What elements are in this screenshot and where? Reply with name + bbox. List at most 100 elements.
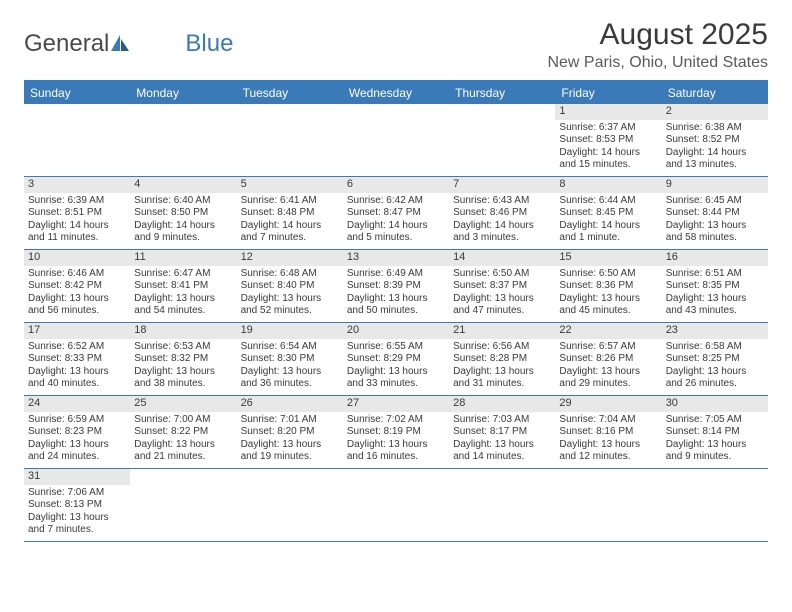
day-cell: 29 Sunrise: 7:04 AMSunset: 8:16 PMDayligh… xyxy=(555,396,661,468)
daylight1-text: Daylight: 13 hours xyxy=(241,439,339,452)
daylight2-text: and 9 minutes. xyxy=(134,232,232,245)
daylight2-text: and 56 minutes. xyxy=(28,305,126,318)
sunset-text: Sunset: 8:50 PM xyxy=(134,207,232,220)
daylight2-text: and 52 minutes. xyxy=(241,305,339,318)
sunset-text: Sunset: 8:23 PM xyxy=(28,426,126,439)
day-cell: 4Sunrise: 6:40 AMSunset: 8:50 PMDaylight… xyxy=(130,177,236,249)
daylight2-text: and 58 minutes. xyxy=(666,232,764,245)
daylight2-text: and 15 minutes. xyxy=(559,159,657,172)
sunset-text: Sunset: 8:36 PM xyxy=(559,280,657,293)
day-cell: 24Sunrise: 6:59 AMSunset: 8:23 PMDayligh… xyxy=(24,396,130,468)
sunrise-text: Sunrise: 7:03 AM xyxy=(453,414,551,427)
sunrise-text: Sunrise: 7:01 AM xyxy=(241,414,339,427)
day-number: 5 xyxy=(237,177,343,193)
day-cell: 16Sunrise: 6:51 AMSunset: 8:35 PMDayligh… xyxy=(662,250,768,322)
day-number: 28 xyxy=(449,396,555,412)
day-cell: 17Sunrise: 6:52 AMSunset: 8:33 PMDayligh… xyxy=(24,323,130,395)
weekday-header: Friday xyxy=(555,82,661,104)
daylight2-text: and 5 minutes. xyxy=(347,232,445,245)
sunrise-text: Sunrise: 6:43 AM xyxy=(453,195,551,208)
day-number: 19 xyxy=(237,323,343,339)
sunrise-text: Sunrise: 6:48 AM xyxy=(241,268,339,281)
daylight1-text: Daylight: 14 hours xyxy=(347,220,445,233)
day-cell: 30Sunrise: 7:05 AMSunset: 8:14 PMDayligh… xyxy=(662,396,768,468)
sunset-text: Sunset: 8:17 PM xyxy=(453,426,551,439)
sunrise-text: Sunrise: 6:59 AM xyxy=(28,414,126,427)
sunset-text: Sunset: 8:51 PM xyxy=(28,207,126,220)
title-block: August 2025 New Paris, Ohio, United Stat… xyxy=(547,18,768,72)
sunset-text: Sunset: 8:48 PM xyxy=(241,207,339,220)
sunrise-text: Sunrise: 6:47 AM xyxy=(134,268,232,281)
daylight1-text: Daylight: 13 hours xyxy=(28,293,126,306)
daylight2-text: and 36 minutes. xyxy=(241,378,339,391)
daylight2-text: and 40 minutes. xyxy=(28,378,126,391)
empty-day-cell xyxy=(130,104,236,176)
logo-text-general: General xyxy=(24,30,109,58)
week-row: 1Sunrise: 6:37 AMSunset: 8:53 PMDaylight… xyxy=(24,104,768,177)
sunrise-text: Sunrise: 6:41 AM xyxy=(241,195,339,208)
sunrise-text: Sunrise: 6:51 AM xyxy=(666,268,764,281)
sunset-text: Sunset: 8:16 PM xyxy=(559,426,657,439)
sunrise-text: Sunrise: 6:57 AM xyxy=(559,341,657,354)
sunrise-text: Sunrise: 6:37 AM xyxy=(559,122,657,135)
day-number: 15 xyxy=(555,250,661,266)
sunrise-text: Sunrise: 7:04 AM xyxy=(559,414,657,427)
empty-day-cell xyxy=(24,104,130,176)
sunset-text: Sunset: 8:33 PM xyxy=(28,353,126,366)
sunrise-text: Sunrise: 7:02 AM xyxy=(347,414,445,427)
day-cell: 25Sunrise: 7:00 AMSunset: 8:22 PMDayligh… xyxy=(130,396,236,468)
sunset-text: Sunset: 8:40 PM xyxy=(241,280,339,293)
empty-day-cell xyxy=(555,469,661,541)
week-row: 17Sunrise: 6:52 AMSunset: 8:33 PMDayligh… xyxy=(24,323,768,396)
sunrise-text: Sunrise: 6:52 AM xyxy=(28,341,126,354)
month-title: August 2025 xyxy=(547,18,768,52)
sunset-text: Sunset: 8:37 PM xyxy=(453,280,551,293)
daylight1-text: Daylight: 14 hours xyxy=(453,220,551,233)
day-number: 22 xyxy=(555,323,661,339)
sunset-text: Sunset: 8:29 PM xyxy=(347,353,445,366)
sunset-text: Sunset: 8:35 PM xyxy=(666,280,764,293)
daylight1-text: Daylight: 14 hours xyxy=(241,220,339,233)
day-cell: 5 Sunrise: 6:41 AMSunset: 8:48 PMDaylight… xyxy=(237,177,343,249)
day-number: 4 xyxy=(130,177,236,193)
sunrise-text: Sunrise: 6:53 AM xyxy=(134,341,232,354)
daylight1-text: Daylight: 13 hours xyxy=(28,366,126,379)
sunrise-text: Sunrise: 6:54 AM xyxy=(241,341,339,354)
sunrise-text: Sunrise: 6:42 AM xyxy=(347,195,445,208)
sunset-text: Sunset: 8:41 PM xyxy=(134,280,232,293)
daylight1-text: Daylight: 14 hours xyxy=(559,220,657,233)
daylight2-text: and 1 minute. xyxy=(559,232,657,245)
daylight2-text: and 14 minutes. xyxy=(453,451,551,464)
week-row: 10Sunrise: 6:46 AMSunset: 8:42 PMDayligh… xyxy=(24,250,768,323)
daylight1-text: Daylight: 13 hours xyxy=(559,439,657,452)
day-cell: 15Sunrise: 6:50 AMSunset: 8:36 PMDayligh… xyxy=(555,250,661,322)
day-cell: 19Sunrise: 6:54 AMSunset: 8:30 PMDayligh… xyxy=(237,323,343,395)
day-cell: 23Sunrise: 6:58 AMSunset: 8:25 PMDayligh… xyxy=(662,323,768,395)
day-cell: 6Sunrise: 6:42 AMSunset: 8:47 PMDaylight… xyxy=(343,177,449,249)
sunrise-text: Sunrise: 6:46 AM xyxy=(28,268,126,281)
day-cell: 7Sunrise: 6:43 AMSunset: 8:46 PMDaylight… xyxy=(449,177,555,249)
day-cell: 31Sunrise: 7:06 AMSunset: 8:13 PMDayligh… xyxy=(24,469,130,541)
day-cell: 27Sunrise: 7:02 AMSunset: 8:19 PMDayligh… xyxy=(343,396,449,468)
sunrise-text: Sunrise: 6:56 AM xyxy=(453,341,551,354)
sunset-text: Sunset: 8:46 PM xyxy=(453,207,551,220)
day-number: 30 xyxy=(662,396,768,412)
sunset-text: Sunset: 8:39 PM xyxy=(347,280,445,293)
day-number: 29 xyxy=(555,396,661,412)
empty-day-cell xyxy=(130,469,236,541)
day-number: 11 xyxy=(130,250,236,266)
daylight1-text: Daylight: 13 hours xyxy=(559,366,657,379)
weekday-header: Saturday xyxy=(662,82,768,104)
day-cell: 21Sunrise: 6:56 AMSunset: 8:28 PMDayligh… xyxy=(449,323,555,395)
sunrise-text: Sunrise: 6:39 AM xyxy=(28,195,126,208)
day-number: 8 xyxy=(555,177,661,193)
day-number: 16 xyxy=(662,250,768,266)
day-cell: 12Sunrise: 6:48 AMSunset: 8:40 PMDayligh… xyxy=(237,250,343,322)
daylight1-text: Daylight: 13 hours xyxy=(453,293,551,306)
daylight2-text: and 26 minutes. xyxy=(666,378,764,391)
sunrise-text: Sunrise: 7:00 AM xyxy=(134,414,232,427)
day-number: 21 xyxy=(449,323,555,339)
day-cell: 8Sunrise: 6:44 AMSunset: 8:45 PMDaylight… xyxy=(555,177,661,249)
location-text: New Paris, Ohio, United States xyxy=(547,54,768,72)
day-cell: 10Sunrise: 6:46 AMSunset: 8:42 PMDayligh… xyxy=(24,250,130,322)
